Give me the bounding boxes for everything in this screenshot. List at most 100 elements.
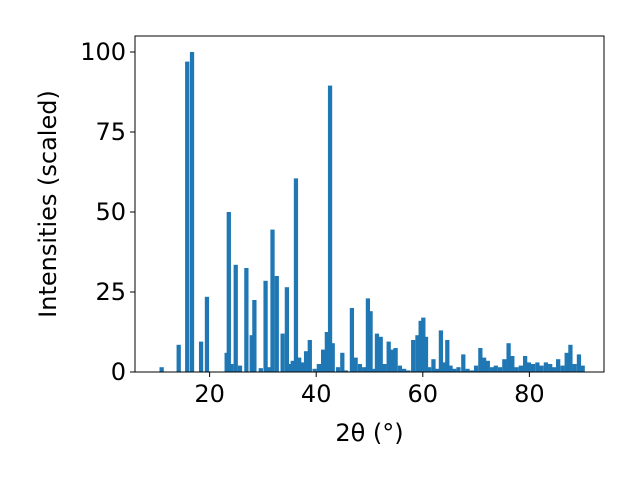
bar bbox=[258, 368, 263, 372]
x-axis-label: 2θ (°) bbox=[335, 419, 403, 447]
bar-series bbox=[159, 52, 585, 372]
bar bbox=[324, 332, 329, 372]
bar bbox=[456, 367, 461, 372]
bar bbox=[418, 320, 423, 372]
bar bbox=[415, 335, 420, 372]
bar bbox=[435, 368, 440, 372]
bar bbox=[378, 336, 383, 372]
bar bbox=[493, 365, 498, 372]
y-axis-ticks: 0 25 50 75 100 bbox=[80, 38, 135, 386]
y-tick-label: 100 bbox=[80, 38, 126, 66]
bar bbox=[330, 343, 335, 372]
bar bbox=[343, 370, 349, 372]
bar bbox=[427, 367, 432, 372]
bar bbox=[445, 340, 450, 372]
bar bbox=[382, 364, 387, 372]
bar bbox=[293, 178, 299, 372]
x-axis-ticks: 20 40 60 80 bbox=[194, 372, 545, 408]
bar bbox=[564, 352, 569, 372]
bar bbox=[441, 362, 447, 372]
bar bbox=[290, 360, 295, 372]
bar bbox=[402, 368, 407, 372]
bar bbox=[226, 212, 231, 372]
bar bbox=[353, 357, 358, 372]
bar bbox=[431, 359, 436, 372]
bar bbox=[502, 359, 507, 372]
bar bbox=[362, 367, 367, 372]
bar bbox=[349, 308, 355, 372]
bar bbox=[335, 367, 341, 372]
bar bbox=[270, 229, 275, 372]
bar bbox=[411, 340, 416, 372]
bar bbox=[284, 287, 290, 372]
bar bbox=[204, 296, 210, 372]
bar bbox=[321, 349, 326, 372]
bar bbox=[421, 317, 426, 372]
bar bbox=[452, 368, 457, 372]
bar bbox=[438, 330, 444, 372]
bar bbox=[560, 365, 565, 372]
bar bbox=[340, 352, 345, 372]
y-axis-label: Intensities (scaled) bbox=[34, 90, 62, 318]
bar bbox=[249, 335, 254, 372]
bar bbox=[386, 341, 391, 372]
bar bbox=[535, 362, 540, 372]
bar bbox=[274, 276, 279, 372]
bar bbox=[287, 364, 293, 372]
bar bbox=[371, 368, 376, 372]
x-tick-label: 20 bbox=[194, 380, 225, 408]
bar bbox=[229, 364, 234, 372]
bar bbox=[543, 362, 549, 372]
bar bbox=[368, 311, 373, 372]
bar bbox=[576, 354, 582, 372]
bar bbox=[237, 365, 243, 372]
bar bbox=[176, 344, 181, 372]
bar bbox=[497, 367, 503, 372]
bar bbox=[481, 357, 487, 372]
bar bbox=[423, 336, 429, 372]
y-tick-label: 0 bbox=[111, 358, 126, 386]
bar bbox=[198, 341, 204, 372]
bar bbox=[312, 368, 317, 372]
bar bbox=[506, 343, 511, 372]
bar bbox=[307, 340, 312, 372]
bar bbox=[530, 364, 536, 372]
bar bbox=[556, 359, 561, 372]
bar bbox=[478, 348, 483, 372]
y-tick-label: 75 bbox=[95, 118, 126, 146]
bar bbox=[448, 365, 453, 372]
bar bbox=[316, 364, 322, 372]
bar bbox=[510, 356, 515, 372]
bar bbox=[489, 367, 495, 372]
bar bbox=[551, 367, 557, 372]
bar bbox=[266, 367, 271, 372]
bar bbox=[244, 268, 249, 372]
bar bbox=[469, 370, 474, 372]
bar bbox=[233, 264, 238, 372]
bar bbox=[159, 367, 164, 372]
bar bbox=[263, 280, 268, 372]
bar bbox=[374, 333, 380, 372]
bar bbox=[485, 360, 490, 372]
bar bbox=[548, 364, 553, 372]
bar bbox=[393, 348, 398, 372]
bar bbox=[406, 370, 411, 372]
bar bbox=[568, 344, 573, 372]
bar bbox=[465, 368, 470, 372]
bar bbox=[300, 362, 305, 372]
bar bbox=[473, 365, 479, 372]
bar bbox=[297, 357, 302, 372]
x-tick-label: 60 bbox=[408, 380, 439, 408]
bar bbox=[357, 364, 363, 372]
bar bbox=[518, 365, 523, 372]
bar bbox=[327, 85, 333, 372]
bar bbox=[514, 367, 519, 372]
y-tick-label: 25 bbox=[95, 278, 126, 306]
bar bbox=[185, 61, 190, 372]
bar bbox=[461, 354, 466, 372]
y-tick-label: 50 bbox=[95, 198, 126, 226]
bar bbox=[572, 364, 577, 372]
bar bbox=[365, 298, 371, 372]
bar bbox=[189, 52, 195, 372]
